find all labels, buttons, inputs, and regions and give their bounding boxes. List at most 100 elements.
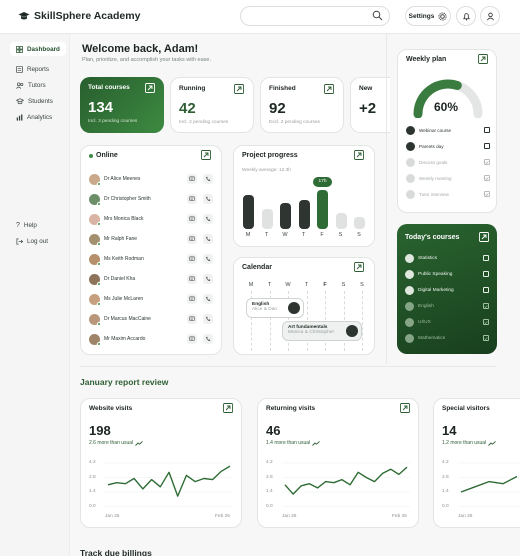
course-item[interactable]: Mathematics	[405, 332, 489, 344]
progress-subtitle: Weekly average: 12.3h	[242, 168, 291, 173]
plan-item[interactable]: Tutor interview	[406, 188, 490, 200]
course-item[interactable]: UI/UX	[405, 316, 489, 328]
calendar-event-english[interactable]: English Alice & Dan	[246, 298, 304, 318]
kpi-card-total-courses[interactable]: Total courses 134 Incl. 3 pending course…	[80, 77, 164, 133]
weekly-plan-gauge	[413, 79, 483, 118]
course-item-checkbox[interactable]	[483, 319, 489, 325]
plan-item-checkbox[interactable]	[484, 127, 490, 133]
call-button[interactable]	[203, 294, 213, 304]
help-link[interactable]: ? Help	[10, 218, 66, 232]
progress-bar[interactable]	[261, 209, 273, 229]
course-item-checkbox[interactable]	[483, 271, 489, 277]
plan-item[interactable]: Discuss goals	[406, 156, 490, 168]
course-item[interactable]: Digital Marketing	[405, 284, 489, 296]
search-box[interactable]	[240, 6, 390, 28]
tutor-row[interactable]: Dr Christopher Smith	[89, 192, 213, 206]
sidebar-item-dashboard[interactable]: Dashboard	[10, 42, 66, 56]
plan-item-checkbox[interactable]	[484, 159, 490, 165]
call-button[interactable]	[203, 214, 213, 224]
sidebar-item-students[interactable]: Students	[10, 94, 66, 108]
chat-button[interactable]	[187, 214, 197, 224]
calendar-day-label[interactable]: M	[248, 282, 254, 288]
calendar-day-label[interactable]: S	[341, 282, 346, 288]
calendar-day-label[interactable]: F	[323, 282, 327, 288]
course-item[interactable]: Statistics	[405, 252, 489, 264]
next-section-title: Track due billings	[80, 548, 152, 556]
kpi-card-new[interactable]: New +2	[350, 77, 390, 133]
course-item-checkbox[interactable]	[483, 335, 489, 341]
chat-button[interactable]	[187, 294, 197, 304]
chat-icon	[189, 336, 195, 341]
search-icon[interactable]	[372, 10, 383, 21]
expand-icon[interactable]	[479, 232, 489, 242]
plan-item-checkbox[interactable]	[484, 191, 490, 197]
course-item-checkbox[interactable]	[483, 287, 489, 293]
call-button[interactable]	[203, 314, 213, 324]
course-item-checkbox[interactable]	[483, 303, 489, 309]
settings-button[interactable]: Settings	[405, 6, 451, 26]
tutor-row[interactable]: Dr Alice Meenes	[89, 172, 213, 186]
chat-button[interactable]	[187, 274, 197, 284]
progress-bar[interactable]	[354, 217, 365, 229]
tutor-row[interactable]: Mrs Monica Black	[89, 212, 213, 226]
tutor-row[interactable]: Mr Ralph Fane	[89, 232, 213, 246]
progress-bar[interactable]	[280, 203, 291, 229]
tutor-row[interactable]: Mr Maxim Accardo	[89, 332, 213, 346]
call-button[interactable]	[203, 234, 213, 244]
expand-icon[interactable]	[478, 54, 488, 64]
calendar-day-label[interactable]: S	[360, 282, 364, 288]
weekly-plan-percent: 60%	[434, 100, 459, 114]
course-item[interactable]: English	[405, 300, 489, 312]
app-logo[interactable]: SkillSphere Academy	[18, 10, 140, 22]
expand-icon[interactable]	[354, 150, 364, 160]
tutor-row[interactable]: Ms Julie McLaren	[89, 292, 213, 306]
expand-icon[interactable]	[223, 403, 233, 413]
sidebar-item-analytics[interactable]: Analytics	[10, 110, 66, 124]
expand-icon[interactable]	[234, 84, 244, 94]
call-button[interactable]	[203, 194, 213, 204]
expand-icon[interactable]	[400, 403, 410, 413]
call-button[interactable]	[203, 254, 213, 264]
logout-link[interactable]: Log out	[10, 234, 66, 248]
plan-item[interactable]: Parents day	[406, 140, 490, 152]
calendar-day-label[interactable]: T	[304, 282, 309, 288]
plan-item-checkbox[interactable]	[484, 143, 490, 149]
sidebar-item-tutors[interactable]: Tutors	[10, 78, 66, 92]
tutor-row[interactable]: Ms Keith Rodman	[89, 252, 213, 266]
search-input[interactable]	[249, 9, 369, 28]
expand-icon[interactable]	[324, 84, 334, 94]
calendar-event-art-fundamentals[interactable]: Art fundamentals Monica & Christopher	[282, 321, 362, 341]
chat-button[interactable]	[187, 314, 197, 324]
chat-button[interactable]	[187, 234, 197, 244]
progress-bar[interactable]	[243, 195, 254, 229]
call-button[interactable]	[203, 174, 213, 184]
call-button[interactable]	[203, 274, 213, 284]
course-item[interactable]: Public Speaking	[405, 268, 489, 280]
notifications-button[interactable]	[456, 6, 476, 26]
plan-item-checkbox[interactable]	[484, 175, 490, 181]
calendar-day-label[interactable]: W	[285, 282, 291, 288]
profile-button[interactable]	[480, 6, 500, 26]
chat-button[interactable]	[187, 174, 197, 184]
sidebar-item-reports[interactable]: Reports	[10, 62, 66, 76]
tutor-row[interactable]: Dr Marcus MacCaine	[89, 312, 213, 326]
expand-icon[interactable]	[145, 83, 155, 93]
progress-bar[interactable]	[317, 190, 328, 229]
course-item-checkbox[interactable]	[483, 255, 489, 261]
kpi-card-running[interactable]: Running 42 Incl. 2 pending courses	[170, 77, 254, 133]
calendar-day-label[interactable]: T	[267, 282, 272, 288]
chat-button[interactable]	[187, 254, 197, 264]
expand-icon[interactable]	[201, 150, 211, 160]
plan-item[interactable]: Webinar course	[406, 124, 490, 136]
chat-icon	[189, 176, 195, 181]
expand-icon[interactable]	[354, 262, 364, 272]
chat-button[interactable]	[187, 334, 197, 344]
kpi-card-finished[interactable]: Finished 92 Excl. 2 pending courses	[260, 77, 344, 133]
tutor-row[interactable]: Dr Daniel Kha	[89, 272, 213, 286]
plan-item[interactable]: Weekly meeting	[406, 172, 490, 184]
progress-bar[interactable]	[335, 213, 347, 229]
app-name: SkillSphere Academy	[34, 10, 141, 22]
call-button[interactable]	[203, 334, 213, 344]
chat-button[interactable]	[187, 194, 197, 204]
progress-bar[interactable]	[298, 200, 310, 229]
